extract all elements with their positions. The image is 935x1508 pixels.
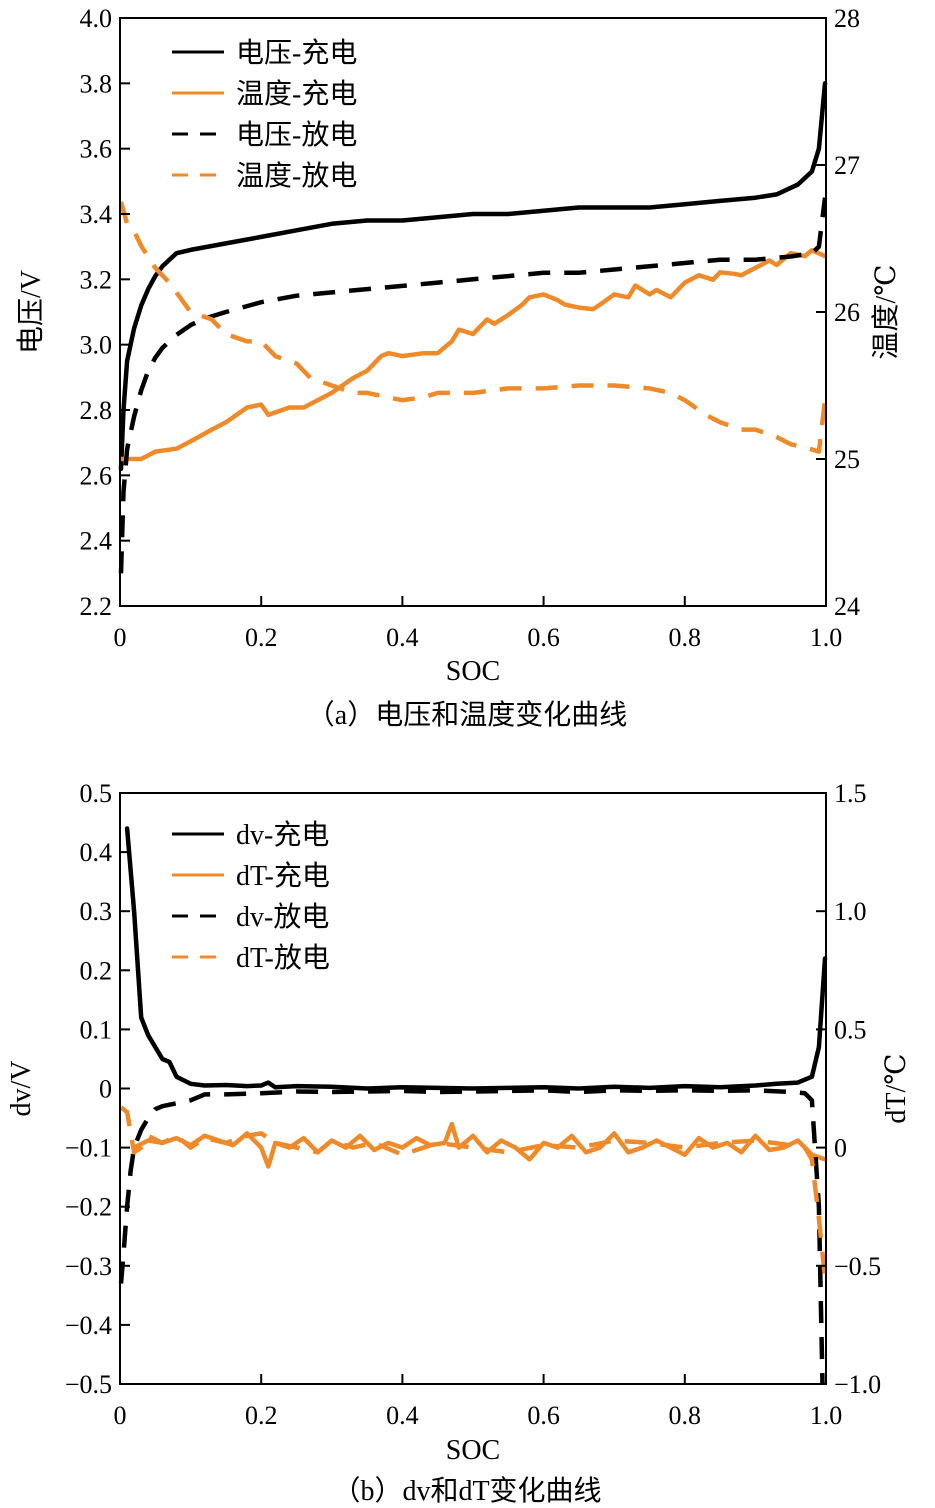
chart0-yr-tick-label-2: 26 — [834, 298, 860, 327]
chart0-x-tick-label-5: 1.0 — [810, 623, 843, 652]
chart0-yl-tick-label-6: 3.4 — [80, 200, 113, 229]
chart1-legend-label-0: dv-充电 — [236, 819, 329, 851]
chart0-x-tick-label-4: 0.8 — [669, 623, 702, 652]
chart1-yl-tick-label-9: 0.4 — [80, 838, 113, 867]
chart0-yl-tick-label-8: 3.8 — [80, 69, 113, 98]
chart0-x-tick-label-1: 0.2 — [245, 623, 278, 652]
chart0-yr-tick-label-0: 24 — [834, 592, 860, 621]
chart0-legend-label-0: 电压-充电 — [236, 37, 357, 69]
chart1-yl-tick-label-0: −0.5 — [65, 1370, 112, 1399]
chart0-yr-tick-label-1: 25 — [834, 445, 860, 474]
chart0-x-tick-label-0: 0 — [114, 623, 127, 652]
chart0-yl-tick-label-7: 3.6 — [80, 135, 113, 164]
chart0-y-right-axis-label: 温度/℃ — [870, 264, 902, 359]
chart1-yl-tick-label-4: −0.1 — [65, 1134, 112, 1163]
chart1-x-tick-label-3: 0.6 — [527, 1401, 560, 1430]
chart0-series-0-line — [118, 81, 828, 472]
chart0-yl-tick-label-9: 4.0 — [80, 4, 113, 33]
chart1-legend-label-2: dv-放电 — [236, 901, 329, 933]
chart1-yl-tick-label-10: 0.5 — [80, 779, 113, 808]
chart0-yr-tick-label-4: 28 — [834, 4, 860, 33]
chart0-legend-label-1: 温度-充电 — [236, 78, 357, 110]
chart1-series-3-line — [119, 1105, 828, 1278]
chart0-x-tick-label-2: 0.4 — [386, 623, 419, 652]
chart1-series-2-line — [118, 1088, 825, 1385]
chart0-yr-tick-label-3: 27 — [834, 151, 860, 180]
chart1-y-right-axis-label: dT/℃ — [881, 1053, 912, 1123]
chart1-yr-tick-label-1: −0.5 — [834, 1252, 881, 1281]
chart1-x-tick-label-0: 0 — [114, 1401, 127, 1430]
chart0-x-axis-label: SOC — [446, 656, 500, 687]
chart1-series-0-line — [124, 826, 828, 1091]
chart1-legend-label-1: dT-充电 — [236, 860, 330, 892]
chart0-caption: （a）电压和温度变化曲线 — [307, 699, 627, 731]
chart1-x-tick-label-2: 0.4 — [386, 1401, 419, 1430]
chart1-yl-tick-label-8: 0.3 — [80, 897, 113, 926]
chart0-legend-label-2: 电压-放电 — [236, 119, 357, 151]
chart0-y-left-axis-label: 电压/V — [15, 270, 47, 354]
chart1-yr-tick-label-2: 0 — [834, 1134, 847, 1163]
chart0-yl-tick-label-3: 2.8 — [80, 396, 113, 425]
chart1-yr-tick-label-0: −1.0 — [834, 1370, 881, 1399]
chart0-yl-tick-label-0: 2.2 — [80, 592, 113, 621]
chart0-series-1-line — [118, 248, 828, 462]
chart1-yl-tick-label-5: 0 — [99, 1075, 112, 1104]
chart1-x-axis-label: SOC — [446, 1435, 500, 1466]
chart0-series-3-line — [118, 201, 828, 454]
chart1-x-tick-label-1: 0.2 — [245, 1401, 278, 1430]
chart0-x-tick-label-3: 0.6 — [527, 623, 560, 652]
chart1-y-left-axis-label: dv/V — [6, 1061, 37, 1117]
chart0-yl-tick-label-5: 3.2 — [80, 265, 113, 294]
chart1-series-1-line — [131, 1121, 828, 1169]
chart0-yl-tick-label-1: 2.4 — [80, 527, 113, 556]
chart1-yr-tick-label-5: 1.5 — [834, 779, 867, 808]
chart1-yr-tick-label-4: 1.0 — [834, 897, 867, 926]
chart1-yr-tick-label-3: 0.5 — [834, 1015, 867, 1044]
chart1-yl-tick-label-7: 0.2 — [80, 956, 113, 985]
chart1-yl-tick-label-2: −0.3 — [65, 1252, 112, 1281]
chart0-legend-label-3: 温度-放电 — [236, 160, 357, 192]
chart0-series-2-line — [118, 197, 828, 574]
chart1-legend-label-3: dT-放电 — [236, 942, 330, 974]
chart1-x-tick-label-5: 1.0 — [810, 1401, 843, 1430]
chart0-yl-tick-label-2: 2.6 — [80, 461, 113, 490]
chart1-yl-tick-label-3: −0.2 — [65, 1193, 112, 1222]
chart1-yl-tick-label-6: 0.1 — [80, 1015, 113, 1044]
chart0-yl-tick-label-4: 3.0 — [80, 331, 113, 360]
chart1-yl-tick-label-1: −0.4 — [65, 1311, 112, 1340]
chart1-caption: （b）dv和dT变化曲线 — [332, 1475, 601, 1507]
chart1-x-tick-label-4: 0.8 — [669, 1401, 702, 1430]
